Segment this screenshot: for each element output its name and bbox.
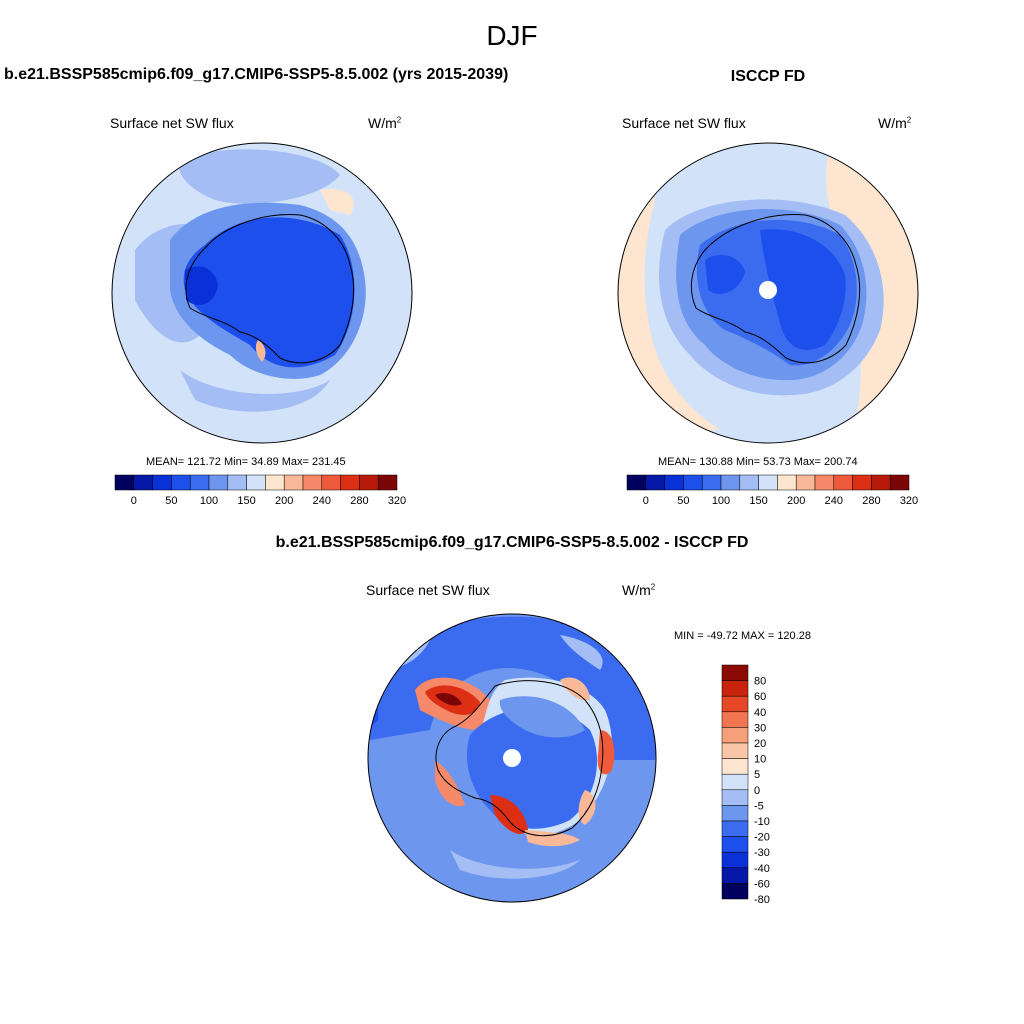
diff-colorbar-swatch (721, 836, 749, 853)
left-colorbar-swatch (283, 474, 304, 491)
left-colorbar-tick-label: 0 (131, 495, 137, 507)
diff-colorbar-swatch (721, 773, 749, 791)
right-colorbar-tick-label: 100 (712, 495, 730, 507)
right-colorbar-swatch (664, 474, 684, 491)
right-colorbar-swatch (833, 474, 853, 491)
diff-panel-stats: MIN = -49.72 MAX = 120.28 (674, 630, 811, 642)
diff-colorbar-tick-label: -5 (754, 800, 764, 812)
diff-colorbar-tick-label: -10 (754, 816, 770, 828)
left-panel-units: W/m2 (368, 115, 402, 131)
left-colorbar-swatch (227, 474, 247, 491)
right-panel-subtitle: Surface net SW flux (622, 115, 746, 131)
right-colorbar-tick-label: 240 (825, 495, 843, 507)
right-colorbar-tick-label: 0 (643, 495, 649, 507)
left-colorbar-tick-label: 150 (237, 495, 255, 507)
diff-colorbar-tick-label: 80 (754, 676, 766, 688)
diff-colorbar-tick-label: -30 (754, 847, 770, 859)
left-panel-stats: MEAN= 121.72 Min= 34.89 Max= 231.45 (146, 456, 346, 468)
left-colorbar-tick-label: 320 (388, 495, 406, 507)
diff-colorbar-swatch (721, 867, 749, 884)
figure-title: DJF (486, 20, 538, 51)
right-colorbar-swatch (871, 474, 891, 491)
right-map (618, 143, 918, 443)
left-colorbar-tick-label: 280 (350, 495, 368, 507)
diff-colorbar-tick-label: 40 (754, 707, 766, 719)
left-colorbar-swatch (171, 474, 191, 491)
right-panel-title: ISCCP FD (730, 68, 806, 85)
diff-colorbar-tick-label: 5 (754, 769, 760, 781)
left-panel-title: b.e21.BSSP585cmip6.f09_g17.CMIP6-SSP5-8.… (4, 66, 509, 83)
right-colorbar-swatch (814, 474, 835, 491)
right-map-border (617, 142, 919, 444)
left-colorbar-tick-label: 240 (313, 495, 331, 507)
diff-colorbar-swatch (721, 664, 749, 681)
right-colorbar-tick-label: 150 (749, 495, 767, 507)
left-colorbar-swatch (114, 474, 135, 491)
diff-colorbar-swatch (721, 820, 749, 837)
left-colorbar-swatch (208, 474, 229, 491)
right-colorbar-swatch (795, 474, 816, 491)
left-colorbar-swatch (189, 474, 210, 491)
left-map (112, 143, 412, 443)
right-colorbar-tick-label: 320 (900, 495, 918, 507)
right-colorbar-swatch (683, 474, 703, 491)
diff-colorbar-swatch (721, 680, 749, 697)
right-colorbar-tick-label: 200 (787, 495, 805, 507)
diff-colorbar-swatch (721, 742, 749, 759)
right-colorbar-swatch (758, 474, 778, 491)
left-colorbar-tick-label: 50 (165, 495, 177, 507)
right-colorbar-swatch (701, 474, 722, 491)
left-colorbar-swatch (377, 474, 398, 491)
right-colorbar-tick-label: 50 (677, 495, 689, 507)
diff-colorbar-tick-label: -20 (754, 832, 770, 844)
diff-colorbar-tick-label: 30 (754, 722, 766, 734)
right-colorbar: 0 50 100 150 200 240 280 320 (626, 474, 918, 507)
diff-colorbar-swatch (721, 695, 749, 713)
diff-colorbar-swatch (721, 789, 749, 806)
left-colorbar-swatch (302, 474, 323, 491)
right-colorbar-tick-label: 280 (862, 495, 880, 507)
right-colorbar-swatch (777, 474, 797, 491)
diff-colorbar-swatch (721, 805, 749, 822)
diff-colorbar-tick-label: -60 (754, 878, 770, 890)
left-map-border (111, 142, 413, 444)
diff-map (368, 614, 656, 902)
right-colorbar-swatch (720, 474, 741, 491)
diff-colorbar-tick-label: 20 (754, 738, 766, 750)
diff-colorbar-tick-label: 10 (754, 754, 766, 766)
left-colorbar-swatch (152, 474, 172, 491)
diff-colorbar-tick-label: -40 (754, 863, 770, 875)
right-panel-stats: MEAN= 130.88 Min= 53.73 Max= 200.74 (658, 456, 858, 468)
diff-panel-title: b.e21.BSSP585cmip6.f09_g17.CMIP6-SSP5-8.… (275, 534, 749, 551)
diff-panel-subtitle: Surface net SW flux (366, 582, 490, 598)
left-colorbar-swatch (246, 474, 266, 491)
diff-colorbar-tick-label: -80 (754, 894, 770, 906)
diff-colorbar-swatch (721, 727, 749, 744)
diff-colorbar-swatch (721, 758, 749, 775)
diff-colorbar-swatch (721, 883, 749, 900)
diff-colorbar-tick-label: 0 (754, 785, 760, 797)
right-colorbar-swatch (739, 474, 759, 491)
right-panel-units: W/m2 (878, 115, 912, 131)
left-colorbar-tick-label: 200 (275, 495, 293, 507)
diff-colorbar-swatch (721, 711, 749, 728)
left-colorbar-tick-label: 100 (200, 495, 218, 507)
diff-colorbar-swatch (721, 851, 749, 869)
left-panel-subtitle: Surface net SW flux (110, 115, 234, 131)
right-colorbar-swatch (626, 474, 647, 491)
right-colorbar-swatch (852, 474, 872, 491)
left-colorbar-swatch (133, 474, 153, 491)
left-colorbar-swatch (340, 474, 360, 491)
left-colorbar-swatch (321, 474, 341, 491)
right-colorbar-swatch (645, 474, 665, 491)
left-colorbar: 0 50 100 150 200 240 280 320 (114, 474, 406, 507)
diff-panel-units: W/m2 (622, 582, 656, 598)
diff-colorbar: 80 60 40 30 20 10 5 0 -5 -10 -20 -30 -40 -60 -80 (721, 664, 770, 906)
diff-map-border (367, 613, 657, 903)
right-colorbar-swatch (889, 474, 910, 491)
left-colorbar-swatch (265, 474, 285, 491)
diff-colorbar-tick-label: 60 (754, 691, 766, 703)
left-colorbar-swatch (359, 474, 379, 491)
